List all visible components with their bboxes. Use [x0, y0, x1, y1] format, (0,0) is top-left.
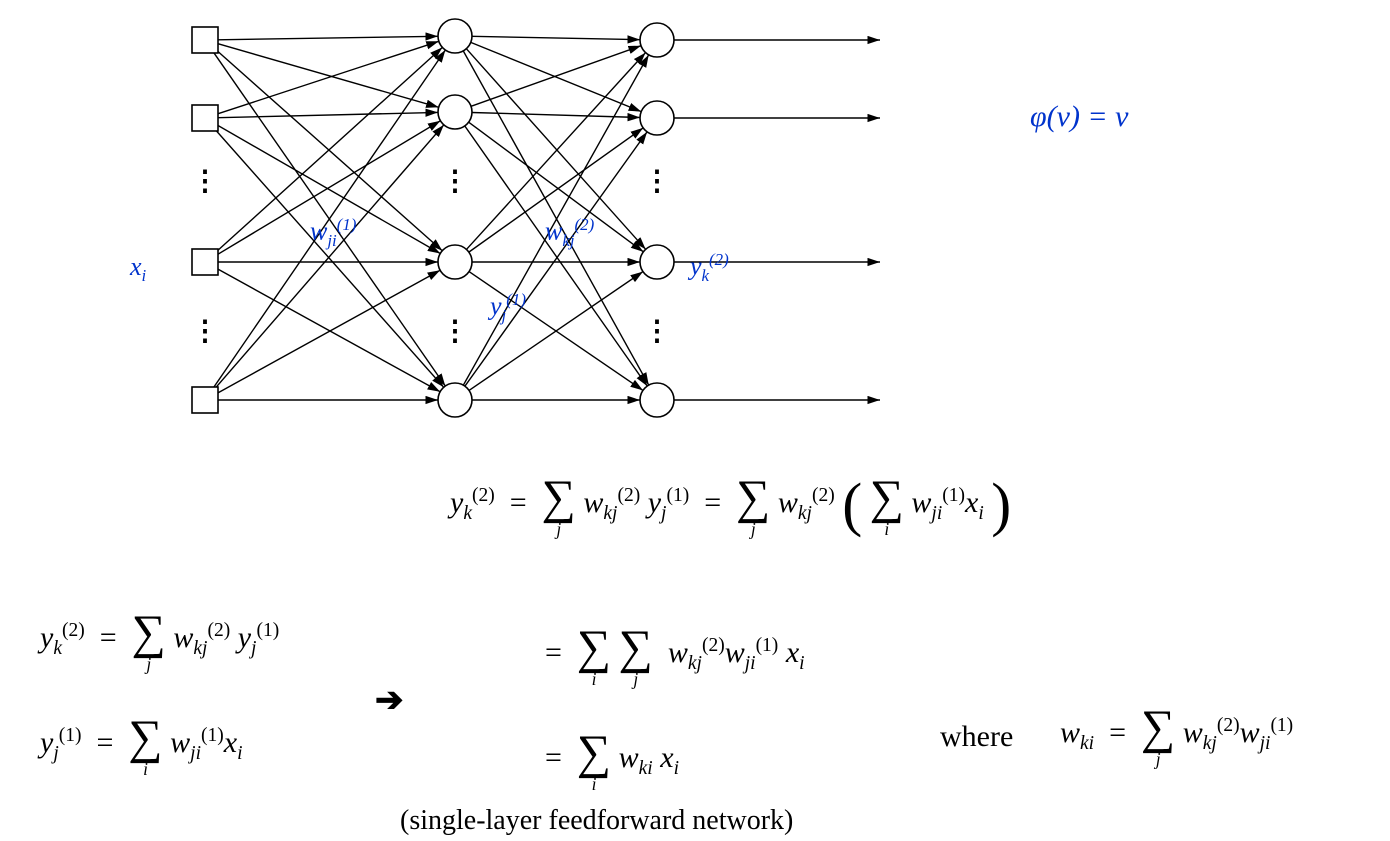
where-label: where [940, 720, 1013, 754]
label-phi: φ(v) = v [1030, 100, 1129, 134]
equation-where: wki = ∑j wkj(2)wji(1) [1060, 700, 1293, 770]
svg-text:⋮: ⋮ [441, 166, 469, 197]
label-xi: xi [130, 252, 146, 286]
svg-text:⋮: ⋮ [191, 316, 219, 347]
equation-main-line3: = ∑i wki xi [545, 725, 679, 795]
equation-left-top: yk(2) = ∑j wkj(2) yj(1) [40, 605, 279, 675]
label-yk2: yk(2) [690, 250, 729, 286]
label-wkj2: wkj(2) [545, 215, 594, 251]
svg-text:⋮: ⋮ [643, 316, 671, 347]
equation-main-line1: yk(2) = ∑j wkj(2) yj(1) = ∑j wkj(2) ( ∑i… [450, 470, 1011, 540]
svg-text:⋮: ⋮ [191, 166, 219, 197]
equation-main-line2: = ∑i ∑j wkj(2)wji(1) xi [545, 620, 805, 690]
label-yj1: yj(1) [490, 290, 526, 326]
caption: (single-layer feedforward network) [400, 805, 793, 837]
label-wji1: wji(1) [310, 215, 356, 251]
network-diagram: ⋮ ⋮ ⋮ ⋮ ⋮ ⋮ [0, 0, 900, 440]
svg-text:⋮: ⋮ [643, 166, 671, 197]
svg-text:⋮: ⋮ [441, 316, 469, 347]
derivation-arrow-icon: ➔ [375, 680, 404, 720]
equation-left-bot: yj(1) = ∑i wji(1)xi [40, 710, 243, 780]
